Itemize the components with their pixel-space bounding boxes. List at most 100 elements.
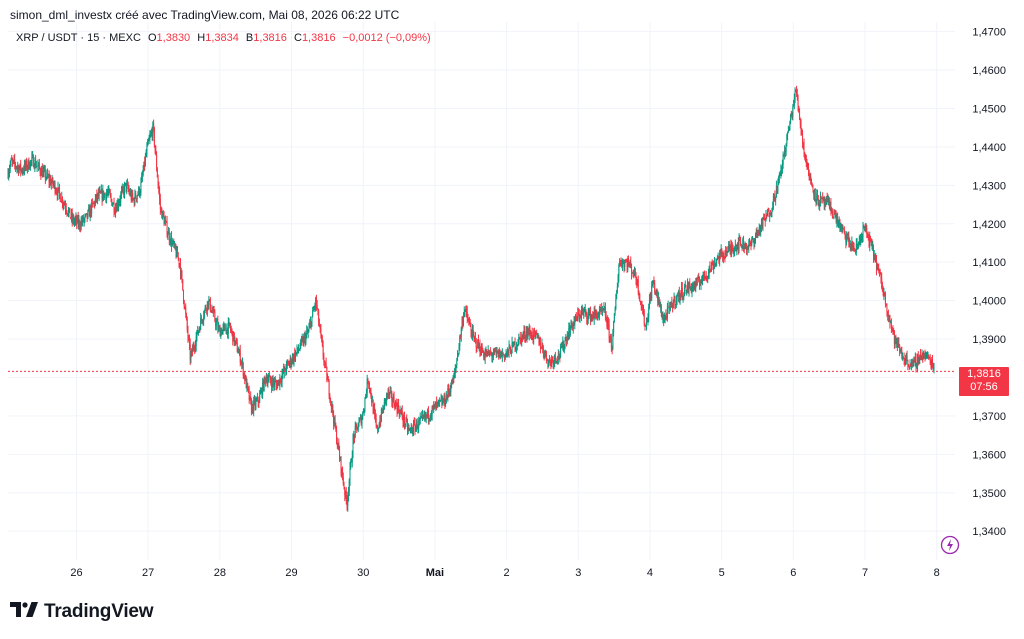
- candle-body: [583, 311, 585, 313]
- candle-body: [85, 214, 87, 216]
- candle-body: [10, 159, 12, 165]
- candle-body: [752, 238, 754, 242]
- candle-body: [75, 217, 77, 220]
- candle-body: [79, 226, 81, 228]
- candle-body: [479, 344, 481, 353]
- candle-body: [536, 334, 538, 338]
- candle-body: [349, 467, 351, 481]
- candle-body: [362, 412, 364, 414]
- candle-body: [581, 310, 583, 312]
- candle-body: [714, 263, 716, 264]
- candle-body: [888, 315, 890, 317]
- candle-body: [76, 217, 78, 224]
- candle-body: [448, 390, 450, 393]
- candle-body: [150, 132, 152, 135]
- candle-body: [324, 361, 326, 363]
- candle-body: [223, 325, 225, 327]
- x-tick-label: 2: [504, 567, 510, 579]
- candle-body: [684, 287, 686, 293]
- candle-body: [280, 381, 282, 382]
- candle-body: [147, 140, 149, 147]
- candle-body: [292, 356, 294, 362]
- candle-body: [549, 359, 551, 361]
- candle-body: [17, 166, 19, 173]
- candle-body: [527, 330, 529, 335]
- candle-body: [915, 357, 917, 367]
- candle-body: [91, 202, 93, 214]
- candle-body: [306, 331, 308, 333]
- candle-body: [760, 226, 762, 234]
- candle-body: [623, 262, 625, 267]
- candle-body: [932, 364, 934, 369]
- candle-body: [817, 195, 819, 206]
- candle-body: [793, 105, 795, 107]
- candle-body: [483, 357, 485, 359]
- candle-body: [765, 214, 767, 221]
- candle-body: [288, 362, 290, 366]
- candle-body: [578, 312, 580, 314]
- candle-body: [448, 388, 450, 393]
- candle-body: [613, 322, 615, 333]
- candle-body: [587, 313, 589, 320]
- candle-body: [352, 439, 354, 457]
- candle-body: [522, 334, 524, 337]
- candle-body: [860, 238, 862, 240]
- candle-body: [205, 306, 207, 310]
- candle-body: [883, 292, 885, 296]
- candle-body: [416, 421, 418, 429]
- candle-body: [400, 410, 402, 413]
- candle-body: [480, 346, 482, 355]
- candle-body: [823, 197, 825, 205]
- candle-body: [923, 353, 925, 355]
- candle-body: [702, 271, 704, 277]
- candle-body: [554, 355, 556, 362]
- candle-body: [316, 305, 318, 309]
- candle-body: [9, 164, 11, 170]
- candle-body: [645, 321, 647, 327]
- symbol-label[interactable]: XRP / USDT · 15 · MEXC: [16, 32, 141, 44]
- candle-body: [825, 198, 827, 205]
- candle-body: [188, 338, 190, 345]
- candle-body: [650, 296, 652, 299]
- candle-body: [283, 367, 285, 373]
- candle-body: [518, 337, 520, 345]
- candle-body: [106, 193, 108, 200]
- candle-body: [303, 337, 305, 345]
- candle-body: [485, 351, 487, 355]
- candle-body: [910, 365, 912, 366]
- candle-body: [931, 360, 933, 365]
- candle-body: [646, 321, 648, 323]
- candle-body: [905, 356, 907, 360]
- candle-body: [576, 317, 578, 321]
- candle-body: [861, 238, 863, 241]
- candle-body: [768, 211, 770, 217]
- candle-body: [202, 320, 204, 322]
- lightning-bolt-icon[interactable]: [940, 535, 960, 560]
- candle-body: [788, 130, 790, 131]
- candle-body: [837, 223, 839, 225]
- candle-body: [277, 382, 279, 389]
- tradingview-brand[interactable]: TradingView: [10, 600, 154, 623]
- candle-body: [38, 163, 40, 168]
- candle-body: [34, 160, 36, 168]
- candle-body: [565, 338, 567, 341]
- candle-body: [274, 381, 276, 383]
- candle-body: [430, 416, 432, 419]
- candle-body: [835, 212, 837, 223]
- candle-body: [806, 161, 808, 166]
- candle-body: [280, 378, 282, 382]
- candle-body: [914, 359, 916, 361]
- candle-body: [250, 401, 252, 413]
- candle-body: [82, 216, 84, 222]
- candle-body: [863, 227, 865, 229]
- candle-body: [849, 243, 851, 247]
- candle-body: [898, 342, 900, 348]
- candle-body: [489, 352, 491, 355]
- candle-body: [474, 337, 476, 339]
- candle-body: [241, 363, 243, 365]
- candle-body: [764, 219, 766, 221]
- candle-body: [289, 358, 291, 363]
- candle-body: [436, 402, 438, 404]
- candle-body: [840, 225, 842, 228]
